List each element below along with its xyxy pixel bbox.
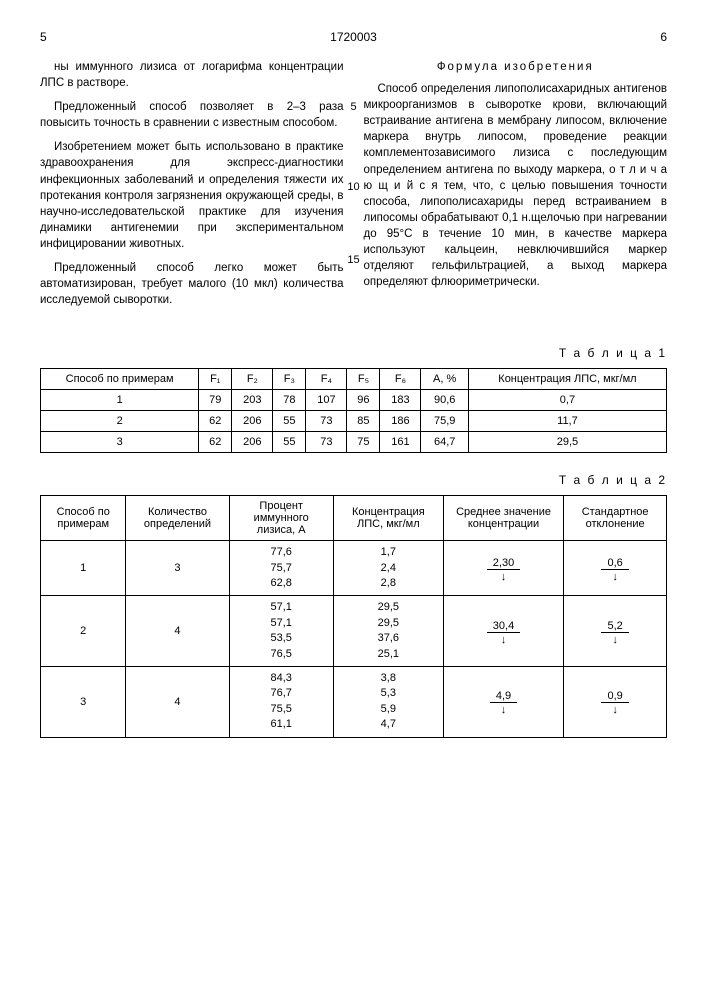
td: 5,2 xyxy=(564,596,667,667)
line-number-5: 5 xyxy=(350,101,356,113)
td: 203 xyxy=(232,390,273,411)
paragraph: ны иммунного лизиса от логарифма концент… xyxy=(40,59,344,91)
td: 4,9 xyxy=(443,667,564,738)
th: F₃ xyxy=(273,369,306,390)
td: 161 xyxy=(380,432,421,453)
table-1: Способ по примерам F₁ F₂ F₃ F₄ F₅ F₆ A, … xyxy=(40,368,667,453)
th: Концентрация ЛПС, мкг/мл xyxy=(468,369,666,390)
table-row: 2457,157,153,576,529,529,537,625,130,45,… xyxy=(41,596,667,667)
td: 3,85,35,94,7 xyxy=(333,667,443,738)
td: 77,675,762,8 xyxy=(229,541,333,596)
th: F₄ xyxy=(306,369,347,390)
td: 75 xyxy=(347,432,380,453)
td: 73 xyxy=(306,432,347,453)
page-header: 5 1720003 6 xyxy=(40,30,667,44)
td: 84,376,775,561,1 xyxy=(229,667,333,738)
td: 29,529,537,625,1 xyxy=(333,596,443,667)
formula-title: Формула изобретения xyxy=(364,59,668,75)
th: Процент иммунного лизиса, A xyxy=(229,496,333,541)
td: 0,6 xyxy=(564,541,667,596)
td: 78 xyxy=(273,390,306,411)
table-row: 3484,376,775,561,13,85,35,94,74,90,9 xyxy=(41,667,667,738)
td: 107 xyxy=(306,390,347,411)
th: F₆ xyxy=(380,369,421,390)
td: 62 xyxy=(199,432,232,453)
line-number-10: 10 xyxy=(347,181,359,193)
td: 55 xyxy=(273,411,306,432)
th: Среднее значение концентрации xyxy=(443,496,564,541)
td: 30,4 xyxy=(443,596,564,667)
paragraph: Предложенный способ легко может быть авт… xyxy=(40,260,344,308)
th: Способ по примерам xyxy=(41,369,199,390)
table-row: 36220655737516164,729,5 xyxy=(41,432,667,453)
td: 57,157,153,576,5 xyxy=(229,596,333,667)
table-header-row: Способ по примерам F₁ F₂ F₃ F₄ F₅ F₆ A, … xyxy=(41,369,667,390)
table-2: Способ по примерам Количество определени… xyxy=(40,495,667,737)
td: 3 xyxy=(126,541,229,596)
td: 2 xyxy=(41,596,126,667)
td: 55 xyxy=(273,432,306,453)
td: 73 xyxy=(306,411,347,432)
td: 85 xyxy=(347,411,380,432)
paragraph: Предложенный способ позволяет в 2–3 раза… xyxy=(40,99,344,131)
td: 64,7 xyxy=(421,432,468,453)
paragraph: Изобретением может быть использовано в п… xyxy=(40,139,344,252)
td: 1 xyxy=(41,390,199,411)
td: 29,5 xyxy=(468,432,666,453)
table1-label: Т а б л и ц а 1 xyxy=(40,346,667,360)
th: F₅ xyxy=(347,369,380,390)
td: 79 xyxy=(199,390,232,411)
doc-number: 1720003 xyxy=(47,30,661,44)
table-row: 26220655738518675,911,7 xyxy=(41,411,667,432)
th: Количество определений xyxy=(126,496,229,541)
td: 183 xyxy=(380,390,421,411)
page-right: 6 xyxy=(660,30,667,44)
td: 75,9 xyxy=(421,411,468,432)
left-column: ны иммунного лизиса от логарифма концент… xyxy=(40,59,344,316)
th: Концентрация ЛПС, мкг/мл xyxy=(333,496,443,541)
td: 2 xyxy=(41,411,199,432)
td: 206 xyxy=(232,432,273,453)
line-number-15: 15 xyxy=(347,254,359,266)
td: 186 xyxy=(380,411,421,432)
td: 0,7 xyxy=(468,390,666,411)
td: 11,7 xyxy=(468,411,666,432)
td: 62 xyxy=(199,411,232,432)
page-left: 5 xyxy=(40,30,47,44)
td: 3 xyxy=(41,432,199,453)
td: 1 xyxy=(41,541,126,596)
td: 1,72,42,8 xyxy=(333,541,443,596)
td: 0,9 xyxy=(564,667,667,738)
table2-body: 1377,675,762,81,72,42,82,300,62457,157,1… xyxy=(41,541,667,737)
th: F₂ xyxy=(232,369,273,390)
table-header-row: Способ по примерам Количество определени… xyxy=(41,496,667,541)
table2-label: Т а б л и ц а 2 xyxy=(40,473,667,487)
th: A, % xyxy=(421,369,468,390)
td: 4 xyxy=(126,596,229,667)
td: 2,30 xyxy=(443,541,564,596)
td: 206 xyxy=(232,411,273,432)
th: Стандартное отклонение xyxy=(564,496,667,541)
td: 96 xyxy=(347,390,380,411)
td: 3 xyxy=(41,667,126,738)
right-column: Формула изобретения Способ определения л… xyxy=(364,59,668,316)
th: Способ по примерам xyxy=(41,496,126,541)
td: 4 xyxy=(126,667,229,738)
table-row: 179203781079618390,60,7 xyxy=(41,390,667,411)
table-row: 1377,675,762,81,72,42,82,300,6 xyxy=(41,541,667,596)
td: 90,6 xyxy=(421,390,468,411)
paragraph: Способ определения липополисахаридных ан… xyxy=(364,81,668,290)
th: F₁ xyxy=(199,369,232,390)
table1-body: 179203781079618390,60,726220655738518675… xyxy=(41,390,667,453)
